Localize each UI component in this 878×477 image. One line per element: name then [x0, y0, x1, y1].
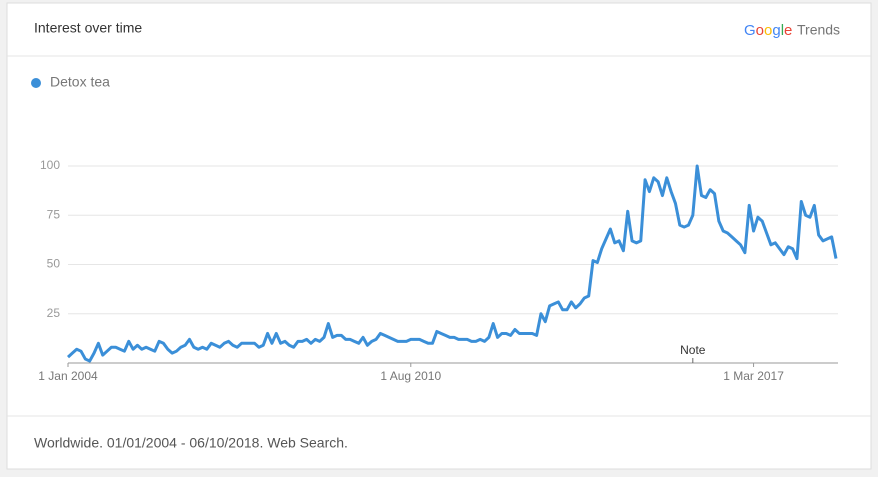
- y-tick-label: 100: [40, 158, 60, 172]
- card-title: Interest over time: [34, 20, 142, 36]
- x-tick-label: 1 Aug 2010: [380, 369, 441, 383]
- y-tick-label: 75: [47, 207, 61, 221]
- x-tick-label: 1 Mar 2017: [723, 369, 784, 383]
- series-line: [66, 164, 838, 363]
- legend-label: Detox tea: [50, 74, 110, 90]
- annotation: Note: [680, 343, 706, 357]
- brand-product: Trends: [797, 22, 840, 38]
- y-tick-label: 50: [47, 257, 61, 271]
- y-tick-label: 25: [47, 306, 61, 320]
- x-tick-label: 1 Jan 2004: [38, 369, 98, 383]
- legend-marker: [31, 78, 41, 88]
- card: [6, 2, 872, 470]
- footer-text: Worldwide. 01/01/2004 - 06/10/2018. Web …: [34, 435, 348, 451]
- brand-logo: Google: [744, 22, 792, 39]
